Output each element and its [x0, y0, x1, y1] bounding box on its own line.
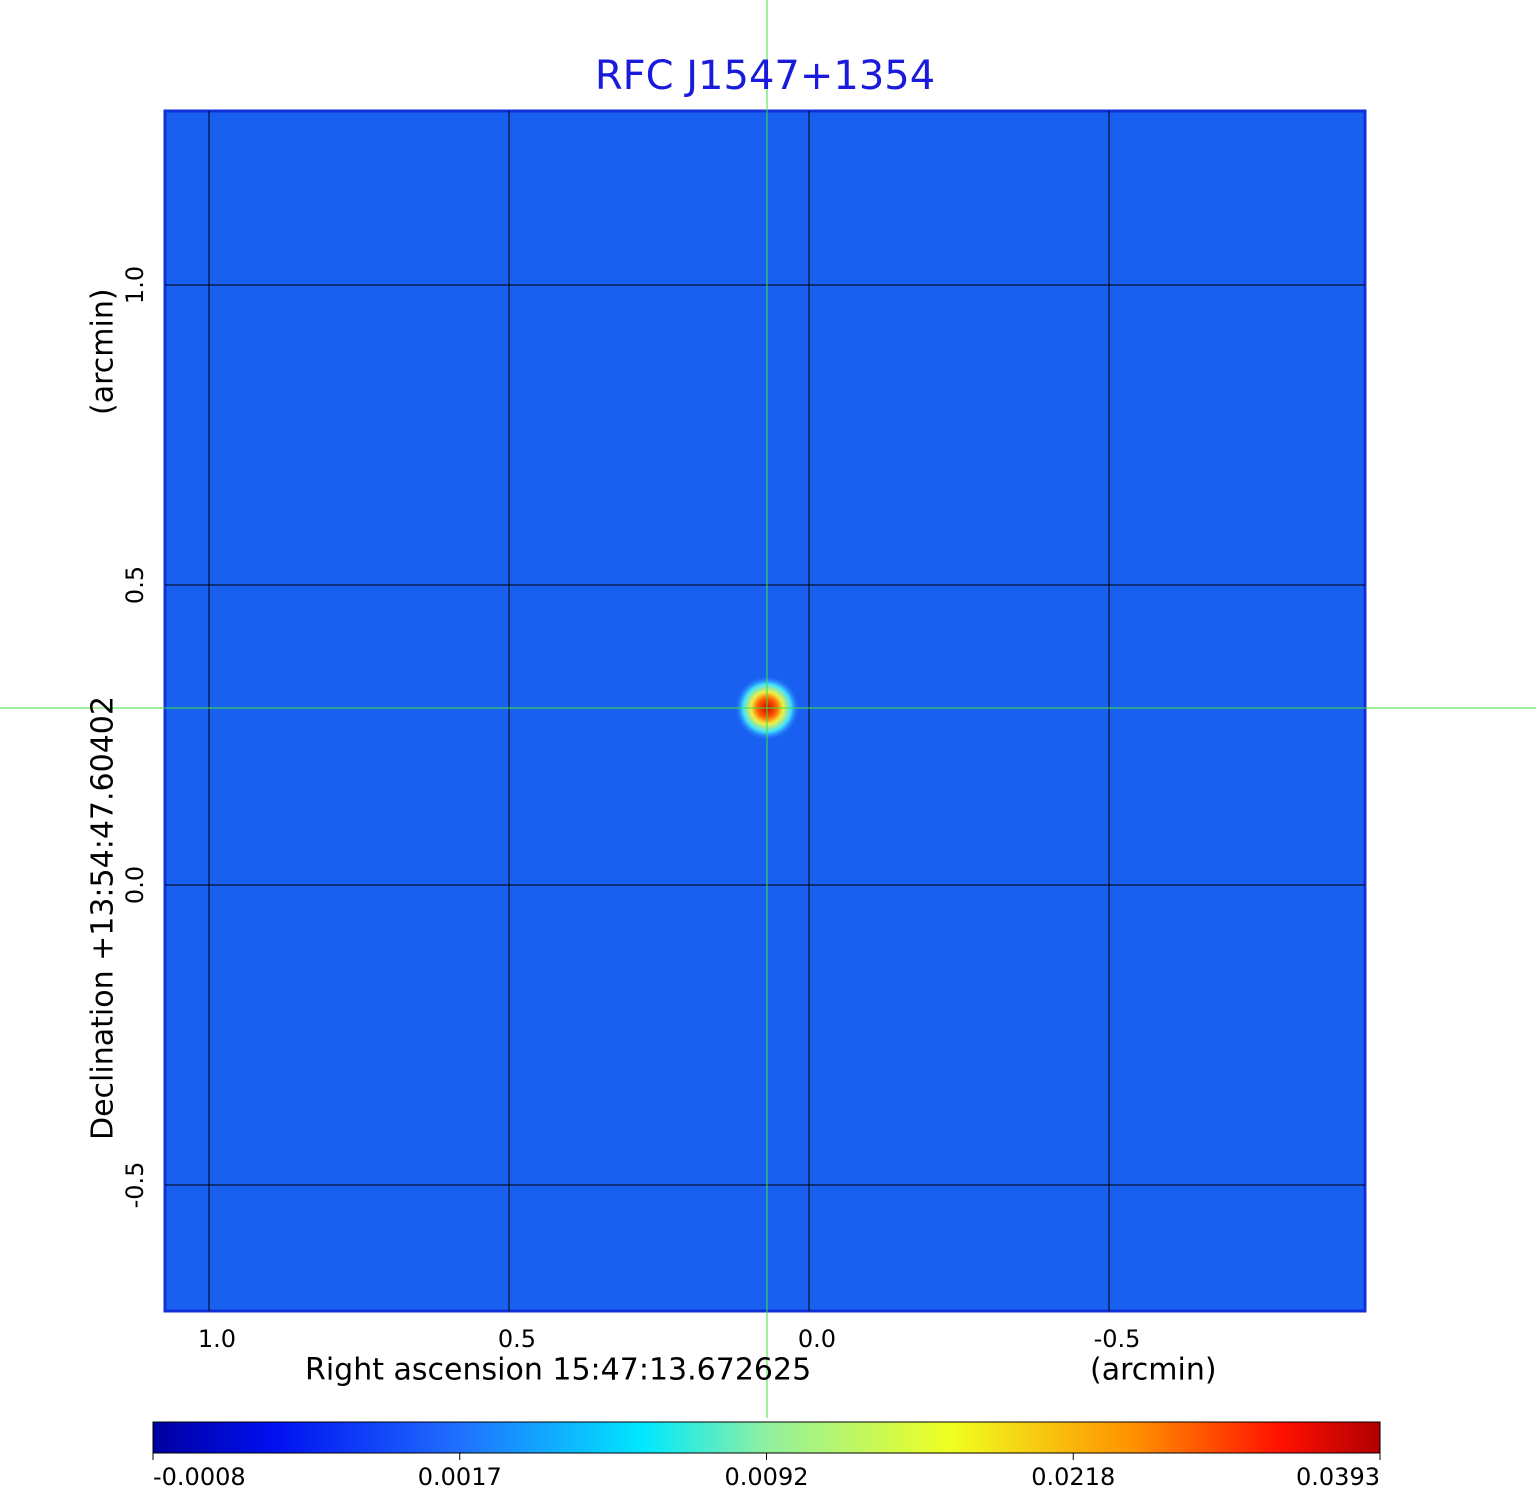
- colorbar-tick-label: 0.0092: [725, 1463, 809, 1491]
- colorbar: [152, 1421, 1381, 1454]
- x-tick-label: 0.0: [798, 1325, 836, 1353]
- y-tick-label: 0.0: [121, 866, 149, 904]
- y-tick-label: 0.5: [121, 566, 149, 604]
- x-axis-label: Right ascension 15:47:13.672625: [305, 1353, 811, 1388]
- x-axis-unit: (arcmin): [1090, 1353, 1217, 1388]
- y-axis-label: Declination +13:54:47.60402: [86, 696, 121, 1140]
- y-tick-label: 1.0: [121, 266, 149, 304]
- x-tick-label: 1.0: [198, 1325, 236, 1353]
- y-axis-unit: (arcmin): [86, 288, 121, 415]
- colorbar-tick-label: 0.0017: [418, 1463, 502, 1491]
- colorbar-tick-label: -0.0008: [153, 1463, 246, 1491]
- colorbar-tick-label: 0.0218: [1031, 1463, 1115, 1491]
- colorbar-tick-label: 0.0393: [1296, 1463, 1380, 1491]
- x-tick-label: -0.5: [1094, 1325, 1141, 1353]
- y-tick-label: -0.5: [121, 1162, 149, 1209]
- x-tick-label: 0.5: [498, 1325, 536, 1353]
- chart-title: RFC J1547+1354: [595, 53, 935, 99]
